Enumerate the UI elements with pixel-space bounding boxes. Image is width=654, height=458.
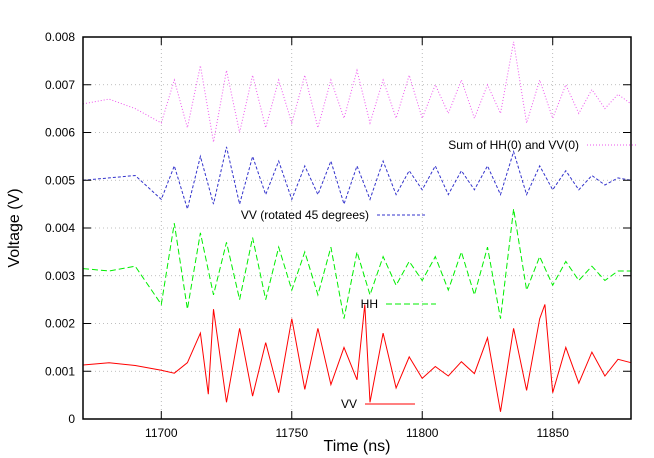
legend-label-3: VV bbox=[341, 397, 357, 411]
y-axis-title: Voltage (V) bbox=[6, 188, 23, 267]
y-tick-label: 0.005 bbox=[45, 173, 75, 187]
legend-label-2: HH bbox=[361, 297, 378, 311]
x-tick-label: 11700 bbox=[145, 426, 178, 440]
y-tick-label: 0.008 bbox=[45, 30, 75, 44]
y-tick-label: 0 bbox=[68, 412, 75, 426]
x-tick-label: 11800 bbox=[406, 426, 439, 440]
x-tick-label: 11750 bbox=[276, 426, 309, 440]
legend-label-1: VV (rotated 45 degrees) bbox=[241, 208, 369, 222]
y-tick-label: 0.004 bbox=[45, 221, 75, 235]
legend-label-0: Sum of HH(0) and VV(0) bbox=[448, 138, 579, 152]
y-tick-label: 0.002 bbox=[45, 317, 75, 331]
plot-border bbox=[82, 36, 632, 420]
series-line-0 bbox=[82, 304, 632, 412]
plot-frame bbox=[82, 36, 632, 420]
x-axis-title: Time (ns) bbox=[324, 438, 391, 455]
y-tick-label: 0.001 bbox=[45, 364, 75, 378]
series-layer bbox=[82, 41, 632, 412]
series-line-2 bbox=[82, 146, 632, 211]
grid-lines bbox=[83, 37, 631, 419]
x-tick-label: 11850 bbox=[536, 426, 569, 440]
y-tick-label: 0.003 bbox=[45, 269, 75, 283]
tick-labels: 0 0.001 0.002 0.003 0.004 0.005 0.006 0.007 0.00… bbox=[45, 30, 631, 440]
legend: Sum of HH(0) and VV(0) VV (rotated 45 deg… bbox=[241, 138, 637, 411]
series-line-3 bbox=[82, 41, 632, 143]
series-line-1 bbox=[82, 208, 631, 319]
y-tick-label: 0.006 bbox=[45, 126, 75, 140]
y-tick-label: 0.007 bbox=[45, 78, 75, 92]
